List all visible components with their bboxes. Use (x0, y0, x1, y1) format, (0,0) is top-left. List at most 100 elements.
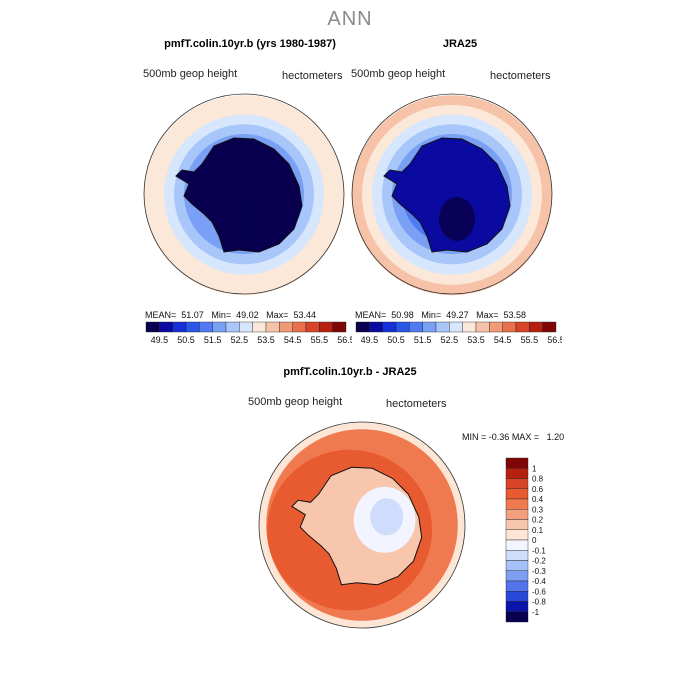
panel2-min: 49.27 (446, 310, 469, 320)
panel2-cb-tick-1: 50.5 (387, 335, 405, 345)
panel3-cb-tick-14: -1 (532, 608, 540, 617)
panel1-cb-tick-6: 55.5 (311, 335, 329, 345)
panel2-stats: MEAN= 50.98 Min= 49.27 Max= 53.58 (355, 310, 526, 320)
panel3-cb-tick-5: 0.2 (532, 516, 544, 525)
panel3-cb-swatch-0 (505, 457, 529, 469)
panel2-max-label: Max= (476, 310, 499, 320)
panel2-cb-swatch-14 (542, 321, 557, 333)
panel3-blue-center (370, 498, 404, 536)
panel2-cb-tick-0: 49.5 (361, 335, 379, 345)
panel3-cb-swatch-7 (505, 529, 529, 541)
panel3-cb-tick-1: 0.8 (532, 475, 544, 484)
panel1-cb-swatch-7 (239, 321, 253, 333)
panel1-cb-tick-1: 50.5 (177, 335, 195, 345)
panel1-mean-label: MEAN= (145, 310, 177, 320)
panel1-colorbar: 49.5 50.5 51.5 52.5 53.5 54.5 55.5 56.5 (145, 321, 352, 345)
panel3-boundary (258, 421, 466, 629)
panel3-cb-tick-11: -0.4 (532, 577, 546, 586)
panel1-cb-swatch-4 (199, 321, 213, 333)
panel2-mean-label: MEAN= (355, 310, 387, 320)
panel3-cb-tick-6: 0.1 (532, 526, 544, 535)
panel3-cb-swatch-10 (505, 560, 529, 571)
panel2-cb-tick-5: 54.5 (494, 335, 512, 345)
panel2-cb-swatch-3 (395, 321, 410, 333)
panel1-min: 49.02 (236, 310, 259, 320)
panel3-cb-swatch-15 (505, 611, 529, 623)
panel2-cb-tick-6: 55.5 (521, 335, 539, 345)
panel3-cb-tick-0: 1 (532, 464, 537, 473)
panel1-cb-tick-4: 53.5 (257, 335, 275, 345)
panel2-low-spot (439, 197, 475, 241)
panel3-cb-swatch-5 (505, 509, 529, 520)
panel2-colorbar: 49.5 50.5 51.5 52.5 53.5 54.5 55.5 56.5 (355, 321, 562, 345)
panel1-units: hectometers (282, 70, 343, 82)
panel1-cb-swatch-3 (185, 321, 200, 333)
panel3-cb-tick-9: -0.2 (532, 557, 546, 566)
panel1-cb-tick-0: 49.5 (151, 335, 169, 345)
panel3-cb-tick-4: 0.3 (532, 505, 544, 514)
panel3-title: pmfT.colin.10yr.b - JRA25 (283, 366, 417, 378)
panel2-cb-swatch-7 (449, 321, 463, 333)
panel3-cb-swatch-14 (505, 601, 529, 612)
panel2-cb-swatch-5 (422, 321, 437, 333)
panel2-cb-swatch-8 (462, 321, 477, 333)
panel1-cb-swatch-13 (319, 321, 333, 333)
panel3-cb-swatch-3 (505, 488, 529, 500)
panel1-mean: 51.07 (181, 310, 204, 320)
panel3-cb-swatch-13 (505, 591, 529, 602)
panel1-cb-swatch-11 (292, 321, 307, 333)
panel1-min-label: Min= (211, 310, 232, 320)
panel2-cb-tick-3: 52.5 (441, 335, 459, 345)
panel2-cb-tick-2: 51.5 (414, 335, 432, 345)
panel2-cb-swatch-4 (409, 321, 423, 333)
panel2-cb-swatch-0 (355, 321, 370, 333)
panel2-continent-fill (384, 138, 510, 252)
panel3-cb-swatch-12 (505, 580, 529, 592)
panel2-mean: 50.98 (391, 310, 414, 320)
panel2-units: hectometers (490, 70, 551, 82)
panel2-cb-tick-4: 53.5 (467, 335, 485, 345)
panel1-cb-swatch-14 (332, 321, 347, 333)
panel1-low-spot (231, 197, 267, 241)
panel3-cb-tick-2: 0.6 (532, 485, 544, 494)
panel2-boundary (351, 93, 553, 295)
panel3-cb-swatch-1 (505, 468, 529, 479)
panel3-units: hectometers (386, 398, 447, 410)
panel1-cb-swatch-2 (172, 321, 187, 333)
panel3-cb-swatch-4 (505, 498, 529, 510)
panel2-cb-swatch-10 (489, 321, 503, 333)
panel1-title: pmfT.colin.10yr.b (yrs 1980-1987) (164, 38, 336, 50)
panel3-cb-swatch-9 (505, 550, 529, 561)
panel3-cb-swatch-8 (505, 539, 529, 551)
panel3-variable: 500mb geop height (248, 396, 343, 408)
panel2-cb-swatch-2 (382, 321, 397, 333)
panel1-cb-tick-2: 51.5 (204, 335, 222, 345)
panel1-variable: 500mb geop height (143, 68, 238, 80)
panel3-cb-tick-8: -0.1 (532, 546, 546, 555)
panel3-cb-tick-12: -0.6 (532, 587, 546, 596)
panel3-cb-tick-3: 0.4 (532, 495, 544, 504)
panel3-coastline (291, 466, 423, 586)
panel3-cb-tick-10: -0.3 (532, 567, 546, 576)
panel2-cb-swatch-6 (435, 321, 450, 333)
panel3-min-label: MIN = (462, 432, 487, 442)
panel2-max: 53.58 (503, 310, 526, 320)
panel3-cb-tick-13: -0.8 (532, 598, 546, 607)
panel3-colorbar: 1 0.80.60.40.3 0.20.10-0.1 -0.2-0.3-0.4-0.6… (505, 457, 546, 623)
panel1-cb-swatch-9 (265, 321, 280, 333)
panel2-title: JRA25 (442, 38, 478, 50)
panel2-map (351, 93, 553, 296)
panel3-max: 1.20 (546, 432, 565, 442)
panel1-cb-tick-7: 56.5 (337, 335, 352, 345)
panel3-max-label: MAX = (511, 432, 540, 442)
panel2-cb-swatch-13 (529, 321, 543, 333)
panel1-coastline (175, 137, 303, 253)
panel1-cb-swatch-12 (305, 321, 320, 333)
panel1-max-label: Max= (266, 310, 289, 320)
panel1-max: 53.44 (293, 310, 316, 320)
panel3-cb-tick-7: 0 (532, 536, 537, 545)
panel1-cb-swatch-1 (159, 321, 173, 333)
panel1-cb-swatch-8 (252, 321, 267, 333)
panel3-map (258, 421, 466, 629)
panel1-stats: MEAN= 51.07 Min= 49.02 Max= 53.44 (145, 310, 316, 320)
